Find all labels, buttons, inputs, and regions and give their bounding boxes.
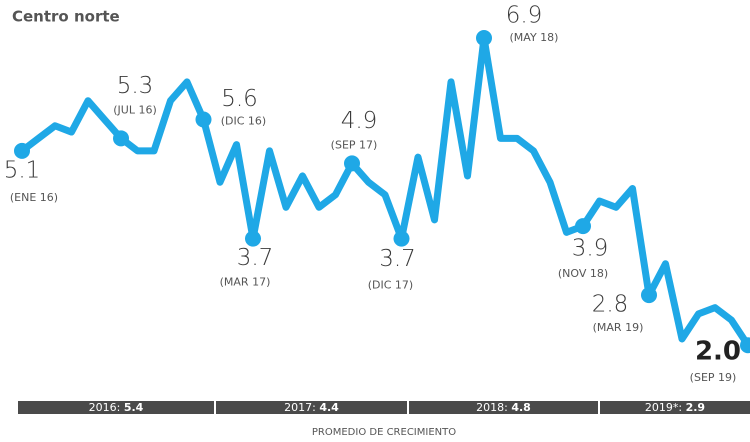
value-label: 3.7	[379, 246, 416, 272]
point	[14, 142, 30, 159]
year-value: 5.4	[124, 401, 144, 414]
year-label: 2017:	[284, 401, 316, 414]
year-value: 4.8	[511, 401, 531, 414]
date-label: (ENE 16)	[10, 191, 58, 204]
point	[245, 230, 261, 247]
date-label: (DIC 17)	[368, 279, 413, 292]
point	[195, 111, 212, 128]
value-label: 5.1	[4, 157, 41, 183]
point	[575, 218, 591, 235]
year-bar	[600, 401, 750, 414]
line	[18, 34, 750, 349]
date-label: (JUL 16)	[113, 103, 157, 116]
point	[740, 337, 750, 354]
date-label: (DIC 16)	[221, 115, 266, 128]
date-label: (NOV 18)	[558, 267, 608, 280]
point	[476, 30, 492, 46]
value-label: 2.0	[695, 337, 741, 367]
date-label: (SEP 19)	[690, 371, 737, 384]
chart-title: Centro norte	[12, 8, 120, 26]
year-average: 2018: 4.8	[476, 401, 531, 414]
point	[344, 155, 360, 172]
year-bar	[18, 401, 214, 414]
value-label: 6.9	[506, 3, 543, 29]
date-label: (MAR 19)	[593, 321, 644, 334]
date-label: (MAY 18)	[510, 31, 559, 44]
year-value: 2.9	[686, 401, 706, 414]
year-bar	[216, 401, 407, 414]
year-value: 4.4	[319, 401, 339, 414]
date-label: (SEP 17)	[331, 138, 378, 151]
year-average: 2019*: 2.9	[645, 401, 705, 414]
year-label: 2019*:	[645, 401, 682, 414]
value-label: 5.6	[221, 86, 258, 112]
value-label: 3.9	[572, 236, 609, 262]
date-label: (MAR 17)	[220, 276, 271, 289]
year-average: 2017: 4.4	[284, 401, 339, 414]
value-label: 5.3	[117, 73, 154, 99]
year-average: 2016: 5.4	[89, 401, 144, 414]
point	[393, 230, 410, 247]
year-label: 2016:	[89, 401, 121, 414]
year-label: 2018:	[476, 401, 508, 414]
point	[113, 130, 129, 147]
point	[641, 287, 657, 304]
year-bar	[409, 401, 598, 414]
value-label: 3.7	[237, 245, 274, 271]
value-label: 4.9	[341, 108, 378, 134]
value-label: 2.8	[592, 292, 629, 318]
caption: PROMEDIO DE CRECIMIENTO	[312, 427, 456, 438]
